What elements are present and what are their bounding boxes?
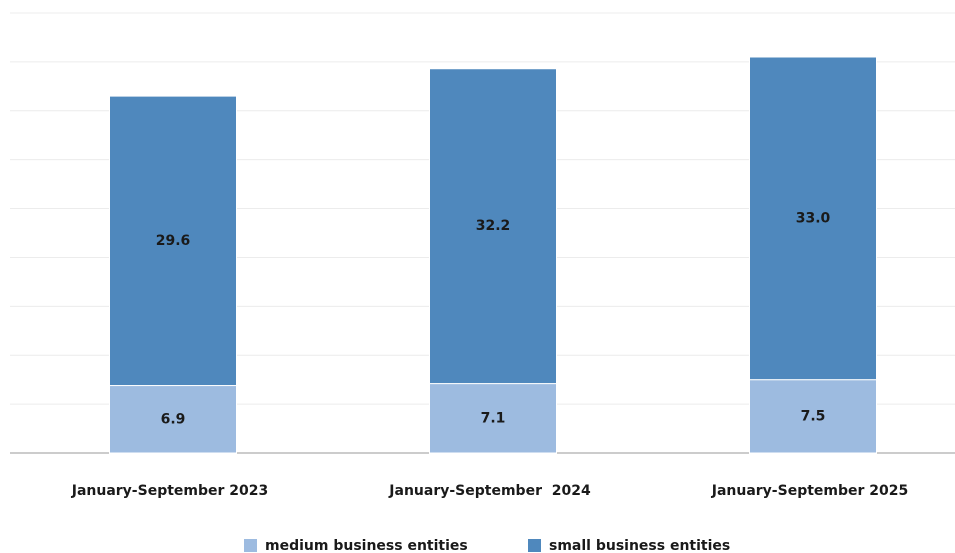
legend-swatch — [528, 539, 541, 552]
legend-swatch — [244, 539, 257, 552]
x-tick-label: January-September 2023 — [71, 483, 269, 499]
data-label: 33.0 — [796, 210, 831, 226]
x-tick-label: January-September 2025 — [711, 483, 909, 499]
legend-label: small business entities — [549, 538, 730, 553]
data-label: 29.6 — [156, 233, 191, 249]
bar-segment — [749, 379, 877, 454]
legend-label: medium business entities — [265, 538, 468, 553]
data-label: 7.1 — [481, 410, 506, 426]
bar-segment — [749, 56, 877, 381]
x-tick-label: January-September 2024 — [388, 483, 591, 499]
bar-segment — [109, 95, 237, 387]
data-label: 32.2 — [476, 218, 511, 234]
data-label: 6.9 — [161, 411, 186, 427]
data-label: 7.5 — [801, 408, 826, 424]
bar-segment — [429, 383, 557, 454]
bar-segment — [429, 68, 557, 385]
